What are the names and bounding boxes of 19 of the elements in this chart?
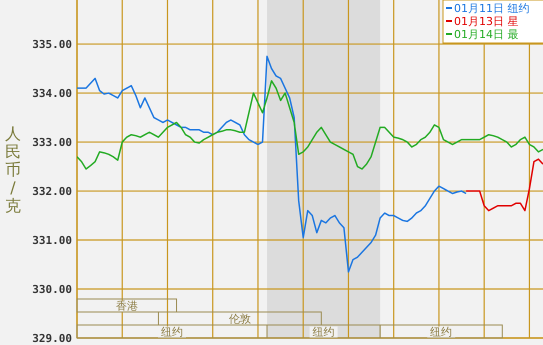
- annotation: 纽约: [430, 326, 452, 338]
- line-series: [77, 56, 467, 273]
- legend-label: 01月14日 最: [454, 28, 518, 41]
- y-tick-label: 330.00: [32, 283, 72, 296]
- legend-label: 01月11日 纽约: [454, 2, 530, 15]
- y-tick-label: 331.00: [32, 234, 72, 248]
- line-series: [465, 158, 543, 212]
- annotation: 纽约: [312, 326, 335, 338]
- legend-label: 01月13日 星: [454, 15, 518, 28]
- y-tick-label: 335.00: [32, 38, 72, 52]
- y-axis-title: 人民币/克: [5, 124, 21, 215]
- y-tick-label: 333.00: [32, 136, 72, 150]
- line-series: [77, 80, 543, 170]
- y-tick-label: 334.00: [32, 87, 72, 100]
- annotation: 伦敦: [228, 312, 251, 326]
- y-tick-label: 332.00: [32, 185, 72, 198]
- annotation: 纽约: [161, 326, 184, 338]
- y-tick-label: 329.00: [32, 332, 72, 345]
- annotation: 香港: [116, 300, 138, 312]
